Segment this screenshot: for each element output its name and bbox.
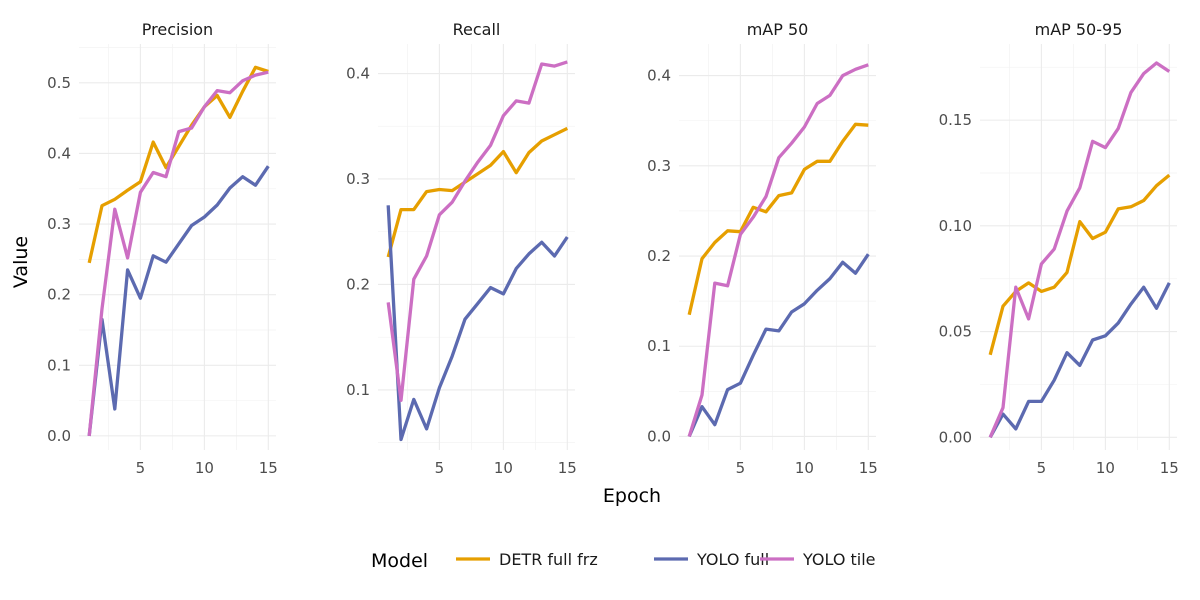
series-line-yolo-full: [988, 282, 1171, 439]
series-line-detr-full-frz: [988, 173, 1171, 356]
panel-title: mAP 50: [747, 20, 809, 39]
series-line-detr-full-frz: [87, 65, 269, 264]
series-line-yolo-tile: [988, 61, 1171, 438]
y-tick-label: 0.05: [939, 323, 972, 341]
panel-title: Precision: [142, 20, 213, 39]
y-tick-label: 0.10: [939, 217, 972, 235]
y-tick-label: 0.00: [939, 428, 972, 446]
y-tick-label: 0.1: [647, 337, 671, 355]
legend-label: DETR full frz: [499, 550, 598, 569]
y-tick-label: 0.5: [47, 74, 71, 92]
series-line-yolo-full: [386, 205, 569, 442]
x-tick-label: 5: [435, 459, 445, 477]
x-tick-label: 10: [494, 459, 513, 477]
legend-entry: DETR full frz: [456, 550, 598, 569]
panel-title: mAP 50-95: [1035, 20, 1123, 39]
y-tick-label: 0.3: [647, 157, 671, 175]
x-tick-label: 5: [736, 459, 746, 477]
y-tick-label: 0.2: [346, 275, 370, 293]
y-tick-label: 0.3: [47, 215, 71, 233]
series-line-yolo-full: [687, 253, 870, 438]
series-line-detr-full-frz: [687, 122, 869, 316]
series-line-yolo-tile: [386, 60, 568, 403]
y-tick-label: 0.0: [47, 427, 71, 445]
legend-title: Model: [371, 550, 428, 572]
x-tick-label: 15: [859, 459, 878, 477]
y-tick-label: 0.1: [47, 356, 71, 374]
panel-2: 5 10 15 0.1 0.2 0.3 0.4 Recall: [346, 20, 577, 477]
legend-label: YOLO full: [696, 550, 769, 569]
legend: Model DETR full frz YOLO full YOLO tile: [371, 550, 876, 572]
y-tick-label: 0.15: [939, 111, 972, 129]
legend-entry: YOLO full: [654, 550, 769, 569]
y-tick-label: 0.0: [647, 427, 671, 445]
legend-label: YOLO tile: [802, 550, 876, 569]
legend-entry: YOLO tile: [760, 550, 876, 569]
y-tick-label: 0.1: [346, 381, 370, 399]
x-tick-label: 10: [1096, 459, 1115, 477]
series-line-yolo-tile: [87, 70, 269, 437]
x-tick-label: 15: [1160, 459, 1179, 477]
x-tick-label: 5: [136, 459, 146, 477]
series-line-yolo-tile: [687, 63, 869, 437]
x-tick-label: 15: [558, 459, 577, 477]
y-axis-title: Value: [10, 236, 32, 288]
y-tick-label: 0.2: [47, 286, 71, 304]
x-tick-label: 10: [795, 459, 814, 477]
y-tick-label: 0.2: [647, 247, 671, 265]
y-tick-label: 0.3: [346, 170, 370, 188]
panel-title: Recall: [453, 20, 501, 39]
y-tick-label: 0.4: [346, 65, 370, 83]
panel-4: 5 10 15 0.00 0.05 0.10 0.15 mAP 50-95: [939, 20, 1179, 477]
panel-1: 5 10 15 0.0 0.1 0.2 0.3 0.4 0.5 Precision: [47, 20, 278, 477]
y-tick-label: 0.4: [647, 67, 671, 85]
x-axis-title: Epoch: [603, 485, 661, 507]
panel-3: 5 10 15 0.0 0.1 0.2 0.3 0.4 mAP 50: [647, 20, 878, 477]
panels: 5 10 15 0.0 0.1 0.2 0.3 0.4 0.5 Precision 5 10 15 0.1…: [47, 20, 1179, 477]
x-tick-label: 15: [259, 459, 278, 477]
series-line-detr-full-frz: [386, 126, 569, 258]
x-tick-label: 10: [195, 459, 214, 477]
x-tick-label: 5: [1037, 459, 1047, 477]
series-line-yolo-full: [87, 165, 270, 437]
y-tick-label: 0.4: [47, 144, 71, 162]
